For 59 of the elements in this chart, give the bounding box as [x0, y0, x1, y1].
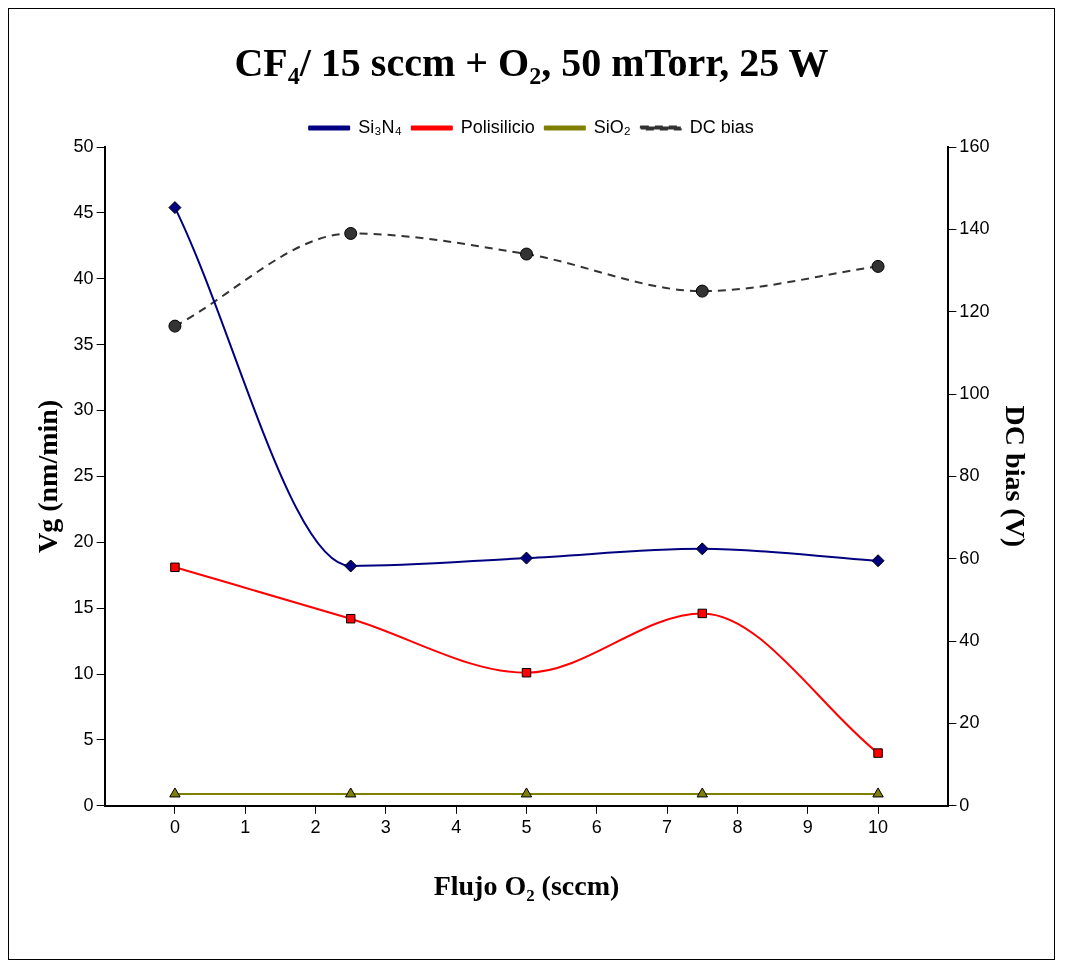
x-tick-label: 1 [240, 816, 251, 837]
legend-label: DC bias [689, 116, 754, 137]
x-tick-label: 0 [169, 816, 180, 837]
x-tick-label: 2 [310, 816, 321, 837]
x-tick-label: 8 [732, 816, 743, 837]
point [872, 787, 884, 798]
y-tick-label: 40 [73, 267, 94, 288]
y2-tick-label: 140 [959, 218, 990, 239]
x-tick-label: 4 [451, 816, 462, 837]
x-tick-label: 5 [521, 816, 532, 837]
point [520, 787, 533, 798]
y-tick-label: 45 [73, 201, 94, 222]
y2-axis-title: DC bias (V) [999, 405, 1031, 548]
legend-label: SiO₂ [593, 116, 631, 137]
y-tick-label: 50 [73, 135, 94, 156]
y2-tick-label: 0 [959, 794, 970, 815]
point [695, 284, 709, 298]
legend-label: Polisilicio [460, 116, 535, 137]
y2-tick-label: 40 [959, 630, 980, 651]
y-axis-title: Vg (nm/min) [32, 399, 64, 554]
point [168, 319, 182, 333]
y2-tick-label: 20 [959, 712, 980, 733]
point [695, 542, 709, 556]
y2-tick-label: 160 [959, 135, 990, 156]
point [169, 787, 181, 798]
x-tick-label: 3 [380, 816, 391, 837]
y-tick-label: 15 [73, 597, 94, 618]
legend-label: Si₃N₄ [358, 116, 402, 137]
chart-title: CF₄/ 15 sccm + O₂, 50 mTorr, 25 W [233, 39, 830, 86]
point [520, 247, 533, 261]
point [873, 748, 883, 758]
point [696, 787, 708, 798]
y-tick-label: 20 [73, 531, 94, 552]
point [521, 667, 532, 678]
y2-tick-label: 120 [959, 300, 990, 321]
x-tick-label: 6 [591, 816, 602, 837]
y-tick-label: 10 [73, 663, 94, 684]
point [344, 226, 358, 240]
x-tick-label: 7 [662, 816, 673, 837]
y2-tick-label: 100 [959, 383, 990, 404]
point [345, 787, 357, 798]
point [520, 551, 533, 565]
x-tick-label: 9 [802, 816, 813, 837]
x-tick-label: 10 [868, 816, 889, 837]
y-tick-label: 35 [73, 333, 94, 354]
y-tick-label: 5 [83, 728, 94, 749]
point [344, 559, 358, 573]
point [871, 259, 885, 273]
point [871, 554, 885, 568]
y2-tick-label: 60 [959, 547, 980, 568]
y-tick-label: 30 [73, 399, 94, 420]
point [697, 608, 708, 619]
point [168, 201, 182, 215]
point [345, 613, 356, 624]
point [170, 562, 180, 573]
x-axis-title: Flujo O₂ (sccm) [433, 870, 620, 902]
y-tick-label: 0 [83, 794, 94, 815]
y2-tick-label: 80 [959, 465, 980, 486]
y-tick-label: 25 [73, 465, 94, 486]
